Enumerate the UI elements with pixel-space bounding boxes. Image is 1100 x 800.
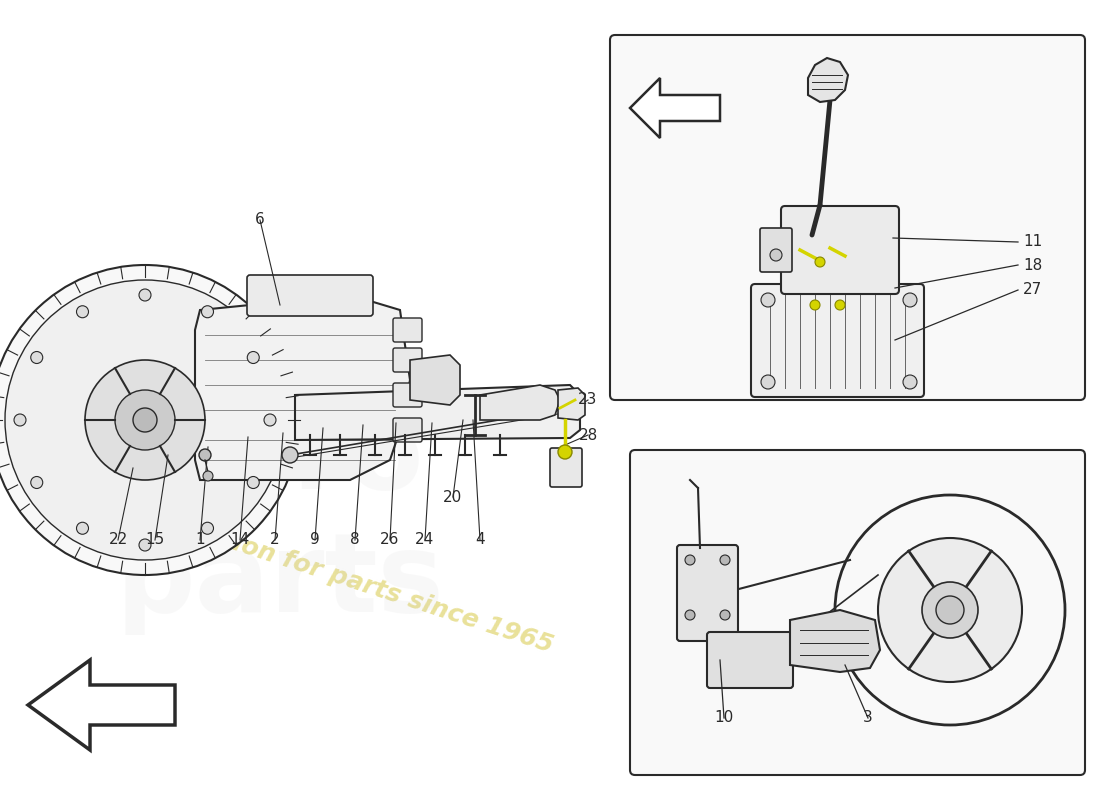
Text: 4: 4 — [475, 533, 485, 547]
Polygon shape — [410, 355, 460, 405]
Text: 20: 20 — [443, 490, 463, 505]
Circle shape — [133, 408, 157, 432]
Circle shape — [685, 610, 695, 620]
Polygon shape — [630, 78, 720, 138]
FancyBboxPatch shape — [393, 318, 422, 342]
Circle shape — [139, 289, 151, 301]
Circle shape — [77, 522, 88, 534]
Circle shape — [770, 249, 782, 261]
Text: 14: 14 — [230, 533, 250, 547]
Text: 24: 24 — [416, 533, 434, 547]
Text: 18: 18 — [1023, 258, 1043, 273]
Circle shape — [6, 280, 285, 560]
Circle shape — [264, 414, 276, 426]
Text: €uro
parts: €uro parts — [116, 405, 444, 635]
FancyBboxPatch shape — [707, 632, 793, 688]
Text: 1: 1 — [195, 533, 205, 547]
FancyBboxPatch shape — [610, 35, 1085, 400]
Text: 6: 6 — [255, 213, 265, 227]
Polygon shape — [295, 385, 580, 440]
Circle shape — [558, 445, 572, 459]
Polygon shape — [790, 610, 880, 672]
Polygon shape — [195, 295, 410, 480]
Text: 26: 26 — [381, 533, 399, 547]
Text: a passion for parts since 1965: a passion for parts since 1965 — [144, 503, 557, 657]
FancyBboxPatch shape — [550, 448, 582, 487]
Circle shape — [139, 539, 151, 551]
Circle shape — [922, 582, 978, 638]
FancyBboxPatch shape — [393, 348, 422, 372]
Circle shape — [878, 538, 1022, 682]
Circle shape — [903, 293, 917, 307]
Circle shape — [720, 610, 730, 620]
Text: 2: 2 — [271, 533, 279, 547]
FancyBboxPatch shape — [393, 383, 422, 407]
Polygon shape — [28, 660, 175, 750]
Circle shape — [282, 447, 298, 463]
FancyBboxPatch shape — [676, 545, 738, 641]
Circle shape — [31, 477, 43, 489]
FancyBboxPatch shape — [751, 284, 924, 397]
Circle shape — [720, 555, 730, 565]
FancyBboxPatch shape — [248, 275, 373, 316]
Text: 3: 3 — [864, 710, 873, 726]
Circle shape — [815, 257, 825, 267]
Text: 28: 28 — [579, 427, 597, 442]
Text: 27: 27 — [1023, 282, 1043, 298]
Circle shape — [810, 300, 820, 310]
Polygon shape — [558, 388, 585, 420]
Polygon shape — [808, 58, 848, 102]
Circle shape — [199, 449, 211, 461]
Circle shape — [903, 375, 917, 389]
Circle shape — [248, 477, 260, 489]
Text: 22: 22 — [109, 533, 128, 547]
Circle shape — [201, 522, 213, 534]
FancyBboxPatch shape — [630, 450, 1085, 775]
Text: 8: 8 — [350, 533, 360, 547]
Text: 9: 9 — [310, 533, 320, 547]
Circle shape — [201, 306, 213, 318]
FancyBboxPatch shape — [760, 228, 792, 272]
Circle shape — [835, 300, 845, 310]
Circle shape — [761, 293, 776, 307]
Circle shape — [31, 351, 43, 363]
Text: 15: 15 — [145, 533, 165, 547]
Circle shape — [936, 596, 964, 624]
Text: 11: 11 — [1023, 234, 1043, 250]
Text: 10: 10 — [714, 710, 734, 726]
Text: 23: 23 — [579, 393, 597, 407]
Circle shape — [248, 351, 260, 363]
Circle shape — [761, 375, 776, 389]
Circle shape — [116, 390, 175, 450]
Circle shape — [0, 265, 300, 575]
Circle shape — [14, 414, 26, 426]
Circle shape — [85, 360, 205, 480]
Circle shape — [77, 306, 88, 318]
FancyBboxPatch shape — [393, 418, 422, 442]
Polygon shape — [480, 385, 560, 420]
Circle shape — [685, 555, 695, 565]
Circle shape — [204, 471, 213, 481]
FancyBboxPatch shape — [781, 206, 899, 294]
